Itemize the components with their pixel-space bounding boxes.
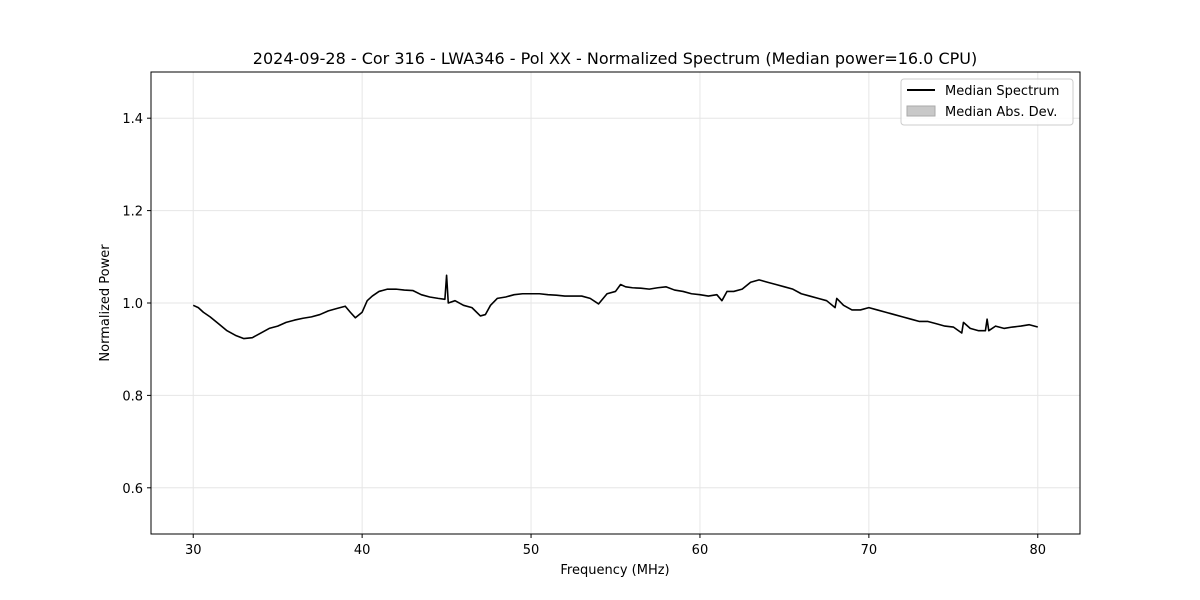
x-tick-label: 30: [185, 543, 202, 558]
series-layer: [192, 274, 1038, 340]
x-tick-label: 50: [523, 543, 540, 558]
legend-box: [900, 78, 1074, 126]
y-axis-label: Normalized Power: [98, 244, 113, 362]
y-tick-label: 1.4: [122, 112, 143, 127]
y-tick-label: 1.2: [122, 205, 143, 220]
x-axis-ticks: 30 40 50 60 70 80: [185, 534, 1046, 558]
x-tick-label: 80: [1029, 543, 1046, 558]
legend-label-median-abs-dev: Median Abs. Dev.: [945, 105, 1057, 120]
y-axis-ticks: 0.6 0.8 1.0 1.2 1.4: [122, 112, 151, 497]
y-tick-label: 1.0: [122, 297, 143, 312]
x-tick-label: 70: [861, 543, 878, 558]
legend: Median Spectrum Median Abs. Dev.: [900, 78, 1074, 126]
chart-title: 2024-09-28 - Cor 316 - LWA346 - Pol XX -…: [253, 49, 977, 68]
y-tick-label: 0.6: [122, 482, 143, 497]
legend-label-median-spectrum: Median Spectrum: [945, 84, 1059, 99]
x-axis-label: Frequency (MHz): [560, 563, 669, 578]
x-tick-label: 60: [692, 543, 709, 558]
x-tick-label: 40: [354, 543, 371, 558]
y-tick-label: 0.8: [122, 389, 143, 404]
series-line-median-spectrum: [192, 274, 1038, 340]
legend-band-swatch: [906, 105, 936, 117]
